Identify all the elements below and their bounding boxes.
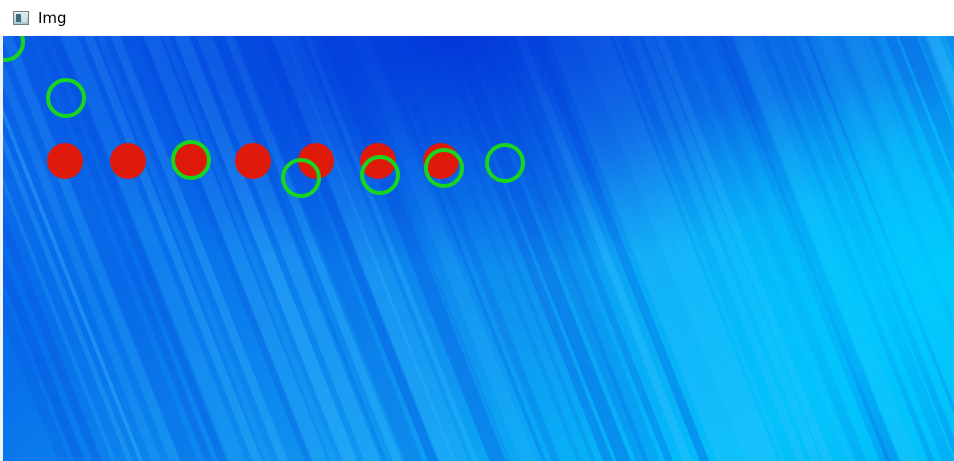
- image-display: [3, 36, 954, 461]
- window-title: Img: [38, 8, 67, 27]
- green-ring-marker: [281, 158, 321, 198]
- green-ring-marker: [485, 143, 525, 183]
- green-ring-marker: [360, 155, 400, 195]
- title-bar[interactable]: Img: [0, 0, 954, 35]
- green-ring-marker: [171, 140, 211, 180]
- red-dot-marker: [47, 143, 83, 179]
- window-left-border: [0, 35, 3, 461]
- red-dot-marker: [235, 143, 271, 179]
- red-dot-marker: [173, 143, 209, 179]
- green-ring-marker: [46, 78, 86, 118]
- green-ring-marker: [424, 148, 464, 188]
- image-canvas[interactable]: [3, 36, 954, 461]
- marker-layer: [3, 36, 525, 198]
- red-dot-marker: [360, 143, 396, 179]
- background-bright-glow: [3, 36, 954, 461]
- red-dot-marker: [110, 143, 146, 179]
- red-dot-marker: [298, 143, 334, 179]
- green-ring-marker: [3, 36, 25, 62]
- image-window-icon: [13, 10, 29, 25]
